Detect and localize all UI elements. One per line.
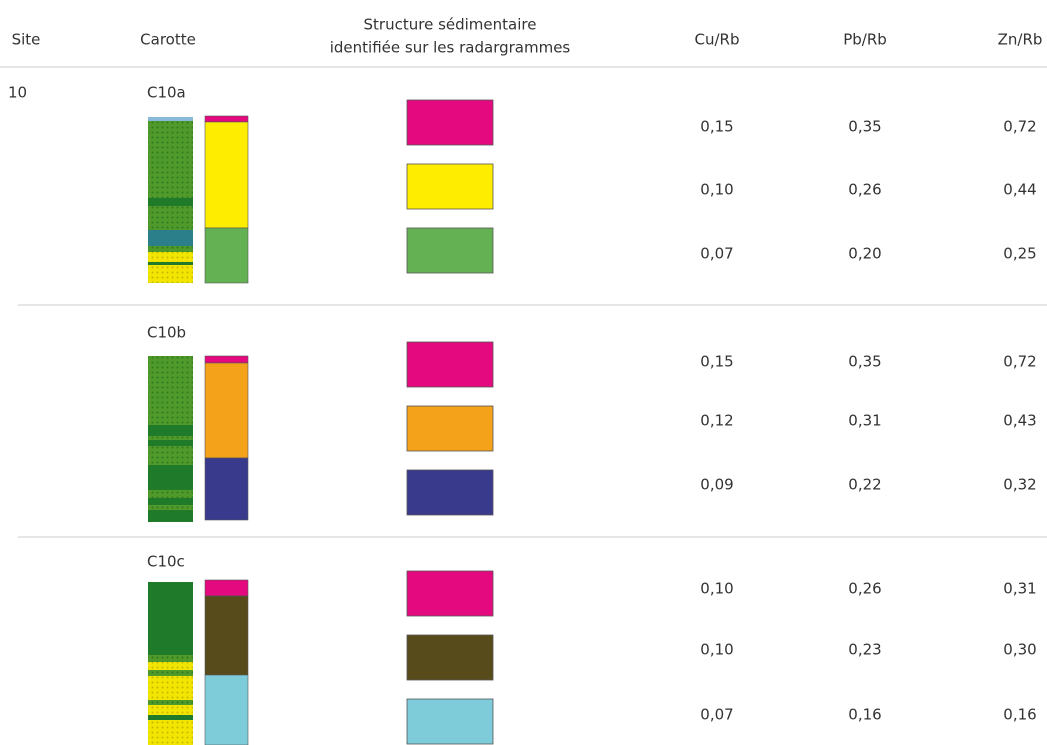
structure-box xyxy=(406,163,494,210)
ratio-zn: 0,25 xyxy=(1003,245,1036,263)
core-band xyxy=(148,465,193,490)
core-name: C10a xyxy=(147,84,186,102)
core-segment xyxy=(204,579,249,597)
header-cu: Cu/Rb xyxy=(695,31,740,49)
structure-box xyxy=(406,405,494,452)
header-zn: Zn/Rb xyxy=(998,31,1043,49)
core-segment xyxy=(204,121,249,229)
ratio-cu: 0,07 xyxy=(700,245,733,263)
ratio-cu: 0,07 xyxy=(700,706,733,724)
structure-box xyxy=(406,634,494,681)
ratio-zn: 0,16 xyxy=(1003,706,1036,724)
ratio-zn: 0,44 xyxy=(1003,181,1036,199)
ratio-pb: 0,35 xyxy=(848,118,881,136)
structure-box xyxy=(406,570,494,617)
ratio-zn: 0,72 xyxy=(1003,353,1036,371)
ratio-pb: 0,31 xyxy=(848,412,881,430)
header-structure: Structure sédimentaire xyxy=(364,16,537,34)
ratio-pb: 0,22 xyxy=(848,476,881,494)
core-band xyxy=(148,510,193,522)
core-band xyxy=(148,425,193,436)
core-band xyxy=(148,582,193,655)
ratio-cu: 0,10 xyxy=(700,580,733,598)
header-pb: Pb/Rb xyxy=(843,31,887,49)
core-segment xyxy=(204,115,249,123)
core-band xyxy=(148,440,193,446)
ratio-pb: 0,16 xyxy=(848,706,881,724)
ratio-pb: 0,26 xyxy=(848,580,881,598)
structure-box xyxy=(406,99,494,146)
ratio-zn: 0,43 xyxy=(1003,412,1036,430)
header-structure: identifiée sur les radargrammes xyxy=(330,39,571,57)
core-band xyxy=(148,498,193,505)
ratio-pb: 0,23 xyxy=(848,641,881,659)
ratio-cu: 0,10 xyxy=(700,641,733,659)
structure-box xyxy=(406,698,494,745)
ratio-zn: 0,32 xyxy=(1003,476,1036,494)
ratio-pb: 0,26 xyxy=(848,181,881,199)
core-band xyxy=(148,117,193,121)
site-label: 10 xyxy=(8,84,27,102)
structure-box xyxy=(406,341,494,388)
ratio-cu: 0,10 xyxy=(700,181,733,199)
core-band xyxy=(148,662,193,670)
ratio-cu: 0,09 xyxy=(700,476,733,494)
core-segment xyxy=(204,355,249,364)
ratio-pb: 0,35 xyxy=(848,353,881,371)
ratio-cu: 0,15 xyxy=(700,118,733,136)
core-band xyxy=(148,230,193,246)
header-site: Site xyxy=(12,31,41,49)
core-name: C10c xyxy=(147,553,185,571)
core-band xyxy=(148,198,193,206)
core-segment xyxy=(204,674,249,745)
core-band xyxy=(148,262,193,265)
core-segment xyxy=(204,595,249,676)
ratio-zn: 0,30 xyxy=(1003,641,1036,659)
core-segment xyxy=(204,362,249,459)
core-segment xyxy=(204,457,249,521)
ratio-cu: 0,15 xyxy=(700,353,733,371)
ratio-cu: 0,12 xyxy=(700,412,733,430)
core-band xyxy=(148,676,193,700)
structure-box xyxy=(406,227,494,274)
core-segment xyxy=(204,227,249,284)
ratio-pb: 0,20 xyxy=(848,245,881,263)
ratio-zn: 0,72 xyxy=(1003,118,1036,136)
core-band xyxy=(148,252,193,283)
header-carotte: Carotte xyxy=(140,31,196,49)
core-name: C10b xyxy=(147,324,186,342)
core-band xyxy=(148,705,193,745)
core-band xyxy=(148,715,193,720)
core-log xyxy=(148,356,193,522)
structure-box xyxy=(406,469,494,516)
ratio-zn: 0,31 xyxy=(1003,580,1036,598)
